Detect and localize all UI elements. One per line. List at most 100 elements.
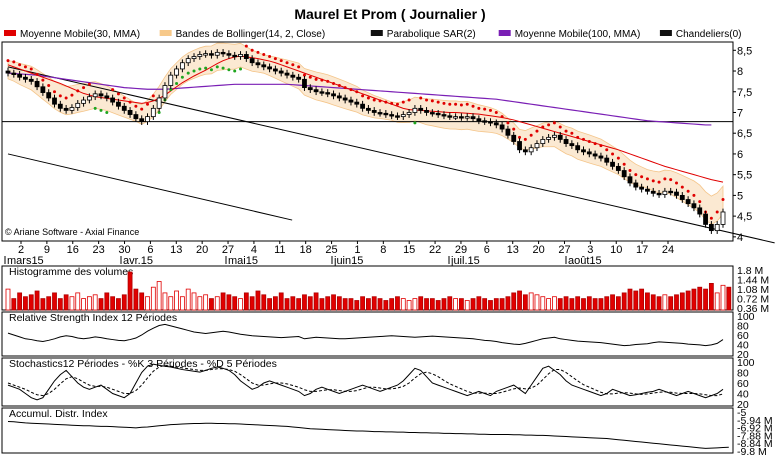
- candle-body: [366, 107, 371, 111]
- sar-dot: [715, 210, 719, 214]
- candle-body: [563, 139, 569, 144]
- volume-bar: [325, 296, 331, 311]
- volume-bar: [650, 294, 656, 311]
- candle-body: [674, 191, 679, 196]
- price-tick-label: 6: [737, 149, 743, 161]
- sar-dot: [663, 177, 667, 181]
- sar-dot: [204, 66, 208, 70]
- candle-body: [290, 74, 296, 78]
- month-label: juin15: [333, 255, 363, 267]
- volume-bar: [249, 296, 255, 311]
- volume-bar: [5, 288, 11, 311]
- rsi-line: [7, 323, 724, 347]
- candle-body: [75, 102, 81, 108]
- sar-dot: [116, 92, 120, 96]
- sar-dot: [209, 68, 213, 72]
- volume-bar: [360, 296, 365, 311]
- date-tick-label: 22: [429, 244, 441, 256]
- candle-body: [98, 93, 104, 97]
- date-tick-label: 20: [532, 244, 544, 256]
- candle-body: [307, 87, 313, 91]
- date-tick-label: 6: [147, 244, 153, 256]
- volume-bar: [627, 288, 633, 311]
- sar-dot: [244, 44, 248, 48]
- volume-bar: [714, 292, 720, 311]
- candle-body: [28, 78, 34, 82]
- candle-body: [586, 151, 592, 155]
- legend-label-3: Moyenne Mobile(100, MMA): [515, 29, 641, 40]
- volume-bar: [412, 298, 418, 311]
- candle-body: [685, 199, 691, 205]
- stoch-d-line: [7, 364, 724, 397]
- date-tick-label: 29: [455, 244, 467, 256]
- sar-dot: [297, 65, 301, 69]
- adi-tick-label: -5: [737, 407, 746, 419]
- adi-line: [7, 420, 729, 449]
- date-tick-label: 24: [662, 244, 674, 256]
- candle-body: [179, 62, 185, 70]
- candle-body: [191, 56, 197, 59]
- volume-bar: [261, 294, 267, 311]
- volume-bar: [470, 298, 476, 311]
- volume-bar: [46, 296, 52, 311]
- sar-dot: [512, 127, 516, 131]
- volume-bar: [441, 298, 447, 311]
- volume-bar: [267, 298, 272, 311]
- sar-dot: [680, 185, 684, 189]
- sar-dot: [529, 133, 533, 137]
- volume-bar: [127, 271, 133, 311]
- candle-body: [336, 95, 342, 99]
- candle-body: [470, 116, 476, 120]
- date-tick-label: 13: [507, 244, 519, 256]
- price-tick-label: 4,5: [737, 211, 752, 223]
- candle-body: [249, 58, 255, 64]
- candle-body: [313, 89, 319, 93]
- sar-dot: [64, 96, 68, 100]
- volume-bar: [604, 296, 610, 311]
- volume-bar: [255, 290, 261, 311]
- sar-dot: [442, 101, 446, 105]
- sar-dot: [227, 68, 231, 72]
- sar-dot: [448, 102, 452, 106]
- sar-dot: [128, 100, 132, 104]
- volume-bar: [685, 290, 691, 311]
- volume-bar: [354, 300, 360, 311]
- volume-bar: [243, 292, 249, 311]
- candle-body: [331, 93, 336, 97]
- volume-bar: [581, 298, 586, 311]
- sar-dot: [651, 179, 655, 183]
- volume-bar: [534, 294, 540, 311]
- volume-bar: [98, 298, 104, 311]
- sar-dot: [326, 79, 330, 83]
- candle-body: [610, 161, 615, 167]
- watermark-text: © Ariane Software - Axial Finance: [5, 227, 139, 237]
- candle-body: [150, 107, 156, 118]
- date-tick-label: 15: [403, 244, 415, 256]
- sar-dot: [605, 148, 609, 152]
- trendline-0: [7, 66, 775, 244]
- candle-body: [209, 53, 214, 56]
- legend-swatch-2: [370, 30, 383, 36]
- candle-body: [429, 112, 435, 115]
- volume-bar: [116, 298, 121, 311]
- candle-body: [441, 114, 447, 117]
- candle-body: [214, 51, 220, 56]
- candle-body: [656, 192, 662, 196]
- volume-bar: [563, 296, 569, 311]
- volume-tick-label: 1.08 M: [737, 284, 769, 296]
- rsi-tick-label: 100: [737, 311, 755, 323]
- volume-bar: [214, 296, 220, 311]
- date-tick-label: 23: [93, 244, 105, 256]
- volume-bar: [697, 286, 703, 311]
- volume-bar: [400, 298, 406, 311]
- candle-body: [197, 54, 203, 57]
- sar-dot: [593, 142, 597, 146]
- volume-bar: [540, 296, 546, 311]
- adi-panel-title: Accumul. Distr. Index: [9, 408, 108, 420]
- candle-body: [139, 118, 145, 122]
- sar-dot: [640, 175, 644, 179]
- chart-title: Maurel Et Prom ( Journalier ): [294, 6, 486, 22]
- volume-bar: [674, 294, 679, 311]
- volume-bar: [418, 296, 424, 311]
- candle-body: [162, 85, 168, 99]
